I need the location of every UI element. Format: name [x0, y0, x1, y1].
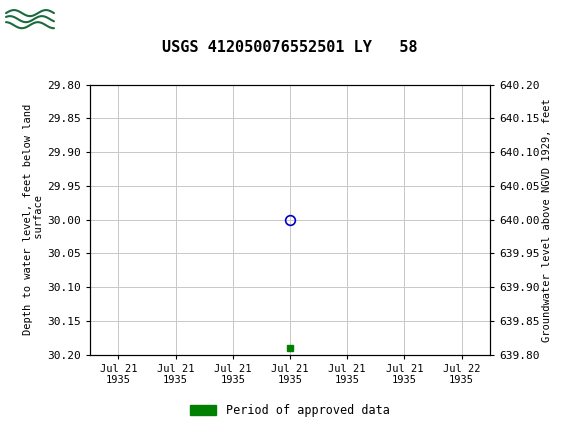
Y-axis label: Depth to water level, feet below land
 surface: Depth to water level, feet below land su…: [23, 104, 44, 335]
Y-axis label: Groundwater level above NGVD 1929, feet: Groundwater level above NGVD 1929, feet: [542, 98, 552, 341]
Text: USGS 412050076552501 LY   58: USGS 412050076552501 LY 58: [162, 40, 418, 55]
Legend: Period of approved data: Period of approved data: [186, 399, 394, 422]
Text: USGS: USGS: [61, 8, 129, 28]
Bar: [4, 3, 56, 32]
